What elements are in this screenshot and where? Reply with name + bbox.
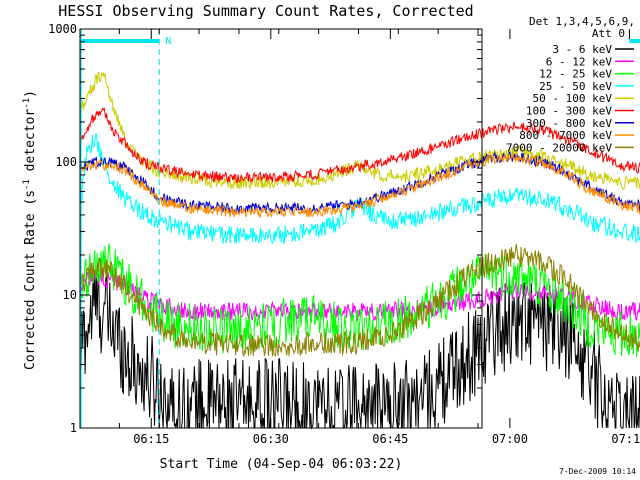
y-axis-label-main: Corrected Count Rate (s — [23, 190, 38, 370]
series-line-1 — [79, 268, 640, 322]
flag-label: N — [165, 36, 171, 47]
timestamp: 7-Dec-2009 10:14 — [559, 467, 636, 476]
series-line-7 — [80, 153, 640, 218]
y-axis-label-sup1: -1 — [22, 179, 32, 190]
x-tick-label: 07:00 — [492, 432, 528, 446]
legend-header-line-2: Att 0 — [592, 27, 625, 40]
legend-label: 100 - 300 keV — [526, 105, 612, 118]
y-tick-label: 100 — [55, 155, 77, 169]
y-axis-label-sup2: -1 — [22, 98, 32, 109]
series-line-6 — [79, 150, 640, 215]
legend-label: 12 - 25 keV — [539, 68, 612, 81]
x-axis-label: Start Time (04-Sep-04 06:03:22) — [160, 457, 403, 472]
flag-bar — [80, 39, 160, 43]
y-axis-label-mid: detector — [23, 109, 38, 180]
flag-bar — [629, 39, 640, 43]
x-tick-label: 07:15 — [611, 432, 640, 446]
overlay-layer: N — [80, 29, 640, 428]
legend-label: 3 - 6 keV — [552, 43, 612, 56]
x-tick-label: 06:15 — [133, 432, 169, 446]
y-tick-label: 1 — [70, 421, 77, 435]
plot-frame — [79, 28, 483, 429]
series-line-3 — [79, 133, 640, 245]
legend-label: 300 - 800 keV — [526, 117, 612, 130]
x-tick-label: 06:30 — [253, 432, 289, 446]
legend-label: 25 - 50 keV — [539, 80, 612, 93]
svg-text:Corrected Count Rate (s-1 dete: Corrected Count Rate (s-1 detector-1) — [22, 90, 38, 370]
legend-label: 800 - 7000 keV — [519, 129, 612, 142]
legend-label: 7000 - 20000 keV — [506, 141, 612, 154]
legend-label: 6 - 12 keV — [546, 55, 613, 68]
series-line-8 — [79, 244, 640, 358]
series-line-5 — [79, 107, 640, 184]
series-layer — [79, 71, 640, 430]
plot-area: N 110100100006:1506:3006:4507:0007:1507:… — [48, 22, 640, 446]
y-tick-label: 1000 — [48, 22, 77, 36]
x-tick-label: 06:45 — [372, 432, 408, 446]
y-tick-label: 10 — [63, 288, 77, 302]
y-axis-label: Corrected Count Rate (s-1 detector-1) — [22, 90, 38, 370]
legend-header-line-1: Det 1,3,4,5,6,9, — [529, 15, 635, 28]
chart-title: HESSI Observing Summary Count Rates, Cor… — [58, 2, 473, 20]
y-axis-label-end: ) — [23, 90, 38, 98]
series-line-2 — [79, 243, 640, 357]
legend-label: 50 - 100 keV — [533, 92, 613, 105]
